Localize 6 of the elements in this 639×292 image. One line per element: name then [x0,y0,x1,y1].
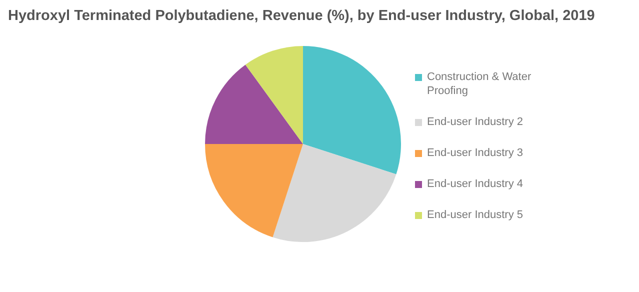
chart-title: Hydroxyl Terminated Polybutadiene, Revenue (%), by End-user Industry, Global, 2019 [8,8,595,24]
legend-label: End-user Industry 5 [427,208,523,222]
legend-label: End-user Industry 2 [427,115,523,129]
legend-label: Construction & Water Proofing [427,70,532,98]
legend-label: End-user Industry 4 [427,177,523,191]
legend-label: End-user Industry 3 [427,146,523,160]
